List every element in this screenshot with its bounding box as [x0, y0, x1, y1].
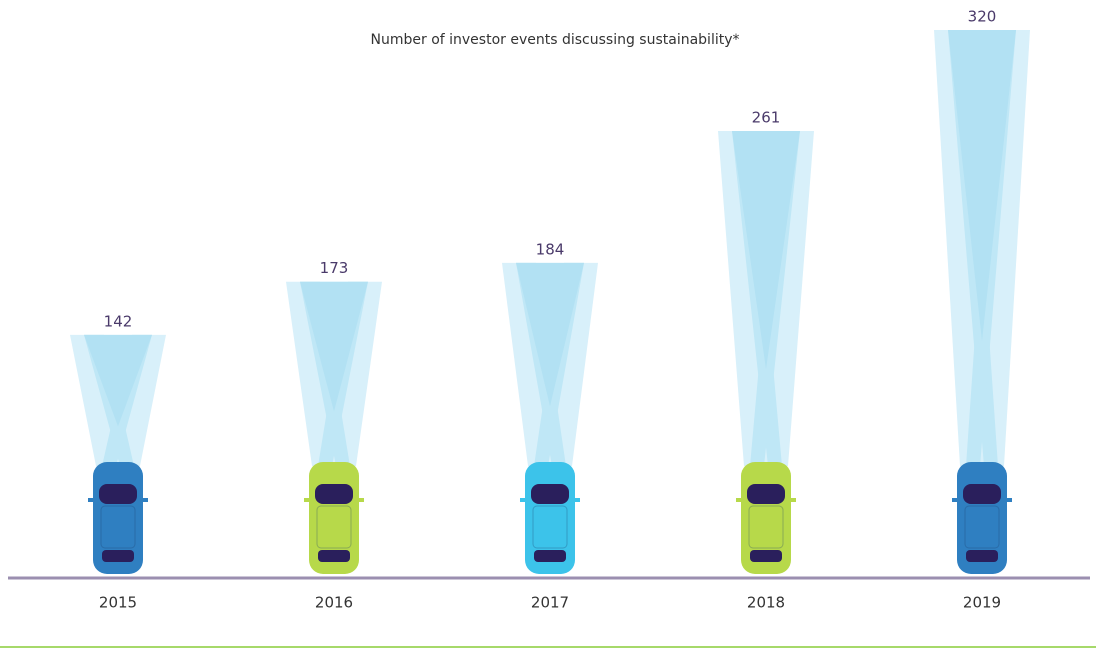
chart-title: Number of investor events discussing sus… — [371, 32, 740, 48]
beam-center — [732, 131, 800, 370]
car-windshield — [531, 484, 569, 504]
beam-center — [300, 281, 368, 412]
beam-center — [516, 262, 584, 407]
x-tick-label: 2019 — [963, 594, 1001, 612]
car-rear-window — [318, 550, 350, 562]
car-mirror-left — [736, 498, 742, 502]
car — [520, 462, 580, 574]
car-windshield — [315, 484, 353, 504]
car-windshield — [99, 484, 137, 504]
beam — [718, 131, 814, 466]
beam — [286, 281, 382, 466]
car-mirror-right — [574, 498, 580, 502]
car — [952, 462, 1012, 574]
beam — [502, 262, 598, 466]
value-label: 320 — [968, 8, 997, 26]
car-mirror-right — [790, 498, 796, 502]
car-rear-window — [966, 550, 998, 562]
car-roof — [316, 505, 352, 549]
car-mirror-left — [88, 498, 94, 502]
car-mirror-right — [142, 498, 148, 502]
car — [88, 462, 148, 574]
car-roof — [532, 505, 568, 549]
car-roof — [100, 505, 136, 549]
car-rear-window — [750, 550, 782, 562]
x-tick-label: 2018 — [747, 594, 785, 612]
x-tick-label: 2016 — [315, 594, 353, 612]
car — [736, 462, 796, 574]
value-label: 142 — [104, 312, 133, 330]
car-roof — [748, 505, 784, 549]
car-mirror-right — [1006, 498, 1012, 502]
car-windshield — [963, 484, 1001, 504]
beam-center — [948, 30, 1016, 342]
beam-center — [84, 334, 152, 427]
x-tick-label: 2017 — [531, 594, 569, 612]
car-rear-window — [102, 550, 134, 562]
value-label: 184 — [536, 240, 565, 258]
car-mirror-left — [304, 498, 310, 502]
beam — [70, 334, 166, 466]
x-tick-label: 2015 — [99, 594, 137, 612]
car — [304, 462, 364, 574]
beam — [934, 30, 1030, 466]
value-label: 261 — [752, 109, 781, 127]
car-rear-window — [534, 550, 566, 562]
car-windshield — [747, 484, 785, 504]
value-label: 173 — [320, 259, 349, 277]
car-mirror-left — [952, 498, 958, 502]
car-mirror-left — [520, 498, 526, 502]
car-mirror-right — [358, 498, 364, 502]
car-roof — [964, 505, 1000, 549]
